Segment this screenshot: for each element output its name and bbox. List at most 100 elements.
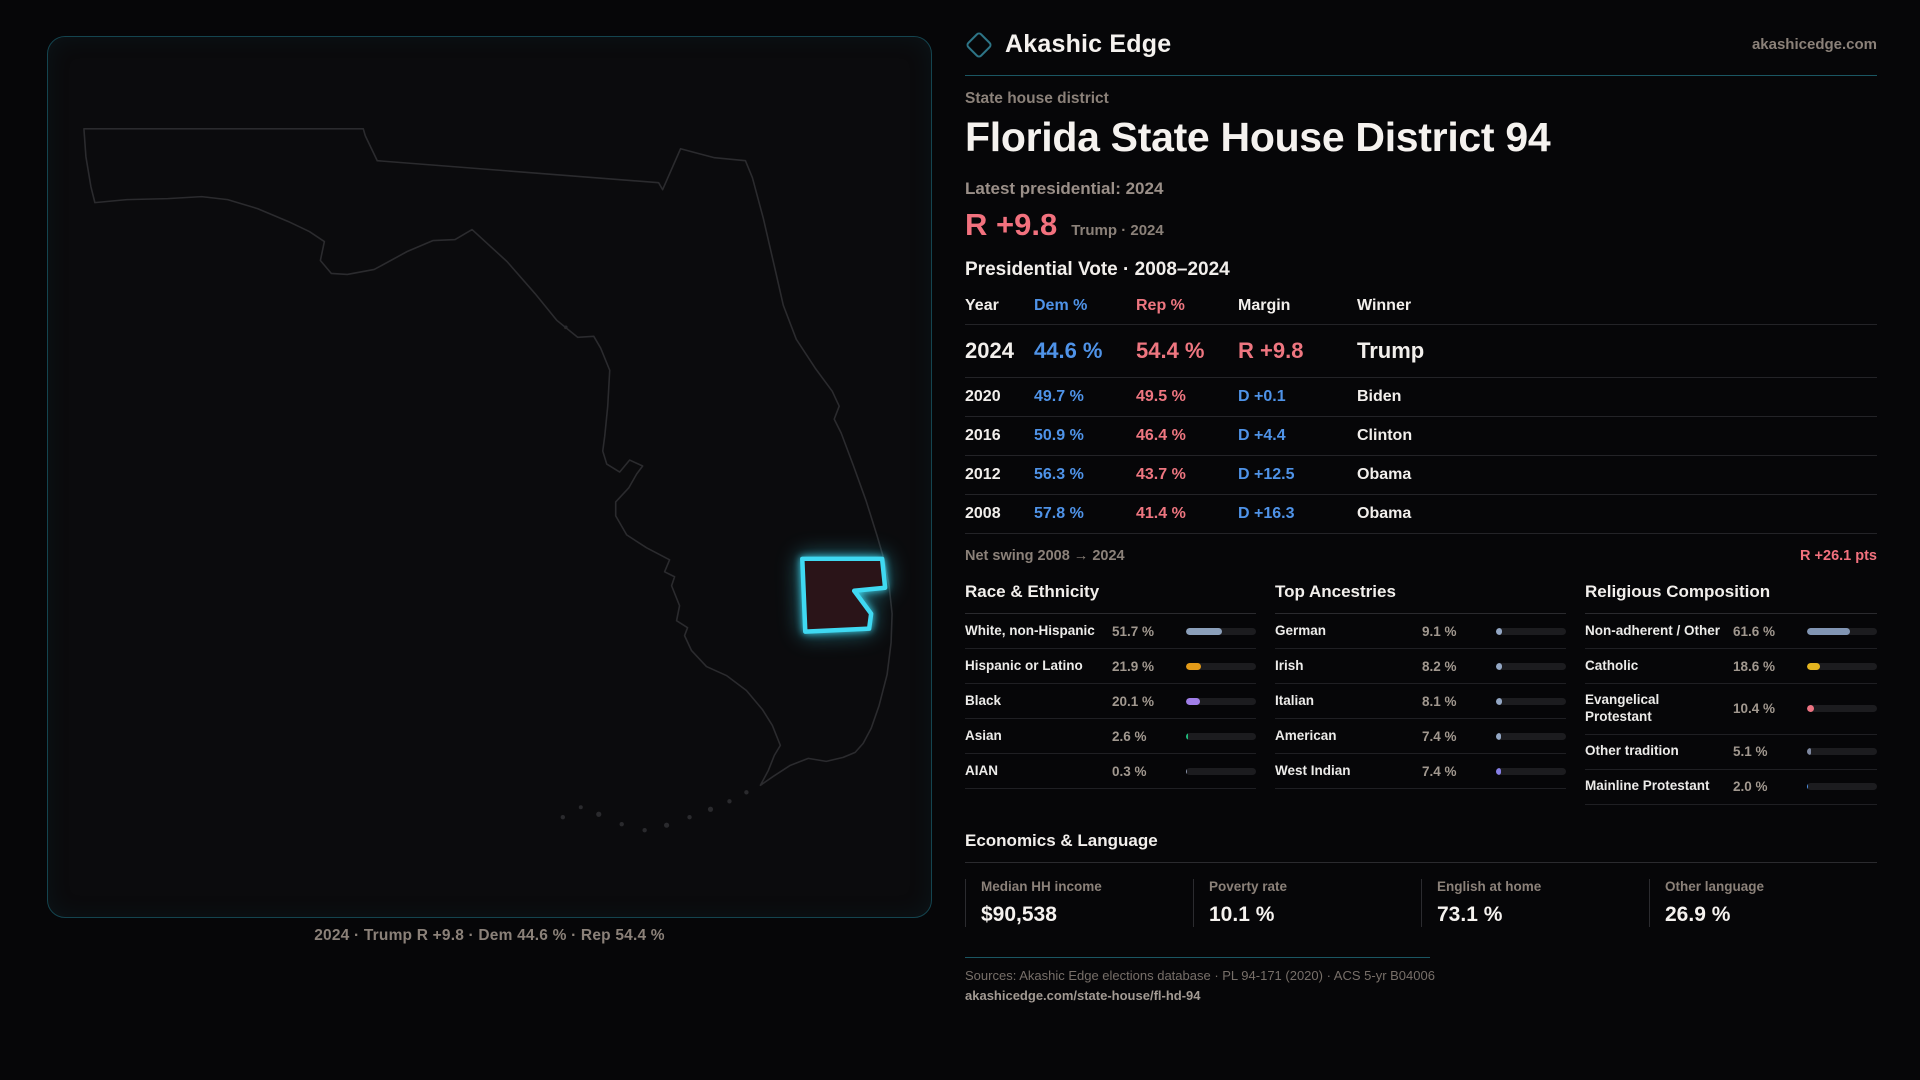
demo-value: 2.6 % bbox=[1112, 728, 1147, 744]
demo-value: 51.7 % bbox=[1112, 623, 1155, 639]
cell-rep: 46.4 % bbox=[1136, 427, 1186, 444]
race-row: Hispanic or Latino 21.9 % bbox=[965, 649, 1256, 684]
cell-margin: D +0.1 bbox=[1238, 388, 1286, 405]
demo-bar-track bbox=[1496, 662, 1566, 670]
cell-winner: Obama bbox=[1357, 466, 1412, 483]
cell-winner: Biden bbox=[1357, 388, 1402, 405]
column-header-year: Year bbox=[965, 297, 999, 314]
ancestries-row: Italian 8.1 % bbox=[1275, 684, 1566, 719]
economics-stat: Median HH income $90,538 bbox=[965, 878, 1193, 927]
table-row-2024: 2024 44.6 % 54.4 % R +9.8 Trump bbox=[965, 325, 1877, 378]
presidential-vote-table: Year Dem % Rep % Margin Winner 2024 44.6 % 54.… bbox=[965, 291, 1877, 534]
demo-bar-track bbox=[1496, 697, 1566, 705]
economics-stat: English at home 73.1 % bbox=[1421, 878, 1649, 927]
table-row-2012: 2012 56.3 % 43.7 % D +12.5 Obama bbox=[965, 456, 1877, 495]
race-section-title: Race & Ethnicity bbox=[965, 582, 1256, 614]
brand-name: Akashic Edge bbox=[1005, 30, 1172, 58]
demo-label: Asian bbox=[965, 727, 1002, 743]
demo-bar-fill bbox=[1496, 627, 1503, 635]
demo-bar-track bbox=[1807, 748, 1877, 756]
footer-sources: Sources: Akashic Edge elections database… bbox=[965, 967, 1435, 983]
cell-dem: 57.8 % bbox=[1034, 505, 1084, 522]
demo-value: 10.4 % bbox=[1733, 701, 1776, 717]
economics-stat: Other language 26.9 % bbox=[1649, 878, 1877, 927]
demo-value: 61.6 % bbox=[1733, 623, 1776, 639]
stat-label: English at home bbox=[1437, 878, 1542, 894]
demo-bar-fill bbox=[1186, 732, 1188, 740]
demo-bar-fill bbox=[1496, 662, 1502, 670]
cell-rep: 43.7 % bbox=[1136, 466, 1186, 483]
demo-label: West Indian bbox=[1275, 762, 1351, 778]
net-swing-value: R +26.1 pts bbox=[1800, 548, 1877, 564]
religion-row: Catholic 18.6 % bbox=[1585, 649, 1877, 684]
demo-value: 0.3 % bbox=[1112, 763, 1147, 779]
cell-rep: 54.4 % bbox=[1136, 338, 1205, 363]
race-row: Asian 2.6 % bbox=[965, 719, 1256, 754]
ancestries-row: American 7.4 % bbox=[1275, 719, 1566, 754]
religion-row: Non-adherent / Other 61.6 % bbox=[1585, 614, 1877, 649]
demo-bar-track bbox=[1186, 767, 1256, 775]
demo-bar-track bbox=[1807, 705, 1877, 713]
demo-value: 8.1 % bbox=[1422, 693, 1457, 709]
demo-bar-track bbox=[1496, 627, 1566, 635]
kicker: State house district bbox=[965, 90, 1109, 107]
district-94-shape[interactable] bbox=[800, 556, 888, 634]
cell-dem: 50.9 % bbox=[1034, 427, 1084, 444]
demo-label: Hispanic or Latino bbox=[965, 657, 1083, 673]
ancestries-section-title: Top Ancestries bbox=[1275, 582, 1566, 614]
demo-bar-fill bbox=[1186, 627, 1223, 635]
stat-value: 10.1 % bbox=[1209, 902, 1275, 926]
table-row-2016: 2016 50.9 % 46.4 % D +4.4 Clinton bbox=[965, 417, 1877, 456]
demo-bar-fill bbox=[1807, 627, 1851, 635]
economics-stat: Poverty rate 10.1 % bbox=[1193, 878, 1421, 927]
ancestries-row: German 9.1 % bbox=[1275, 614, 1566, 649]
net-swing-row: Net swing 2008 → 2024 R +26.1 pts bbox=[965, 548, 1877, 564]
race-row: White, non-Hispanic 51.7 % bbox=[965, 614, 1256, 649]
race-row: Black 20.1 % bbox=[965, 684, 1256, 719]
demo-bar-track bbox=[1186, 697, 1256, 705]
demo-value: 2.0 % bbox=[1733, 779, 1768, 795]
demo-label: AIAN bbox=[965, 762, 998, 778]
brand-domain-link[interactable]: akashicedge.com bbox=[1751, 36, 1877, 53]
map-caption: 2024 · Trump R +9.8 · Dem 44.6 % · Rep 5… bbox=[314, 927, 665, 944]
cell-dem: 56.3 % bbox=[1034, 466, 1084, 483]
demo-bar-track bbox=[1807, 662, 1877, 670]
cell-winner: Clinton bbox=[1357, 427, 1413, 444]
headline-margin-row: R +9.8 Trump · 2024 bbox=[965, 207, 1877, 243]
demo-label: American bbox=[1275, 727, 1337, 743]
demo-bar-fill bbox=[1186, 697, 1201, 705]
demo-label: Italian bbox=[1275, 692, 1315, 708]
religion-row: Other tradition 5.1 % bbox=[1585, 735, 1877, 770]
demo-bar-fill bbox=[1496, 697, 1502, 705]
demo-bar-track bbox=[1496, 767, 1566, 775]
footer-divider bbox=[965, 956, 1430, 958]
demo-bar-fill bbox=[1186, 662, 1202, 670]
brand-diamond-icon bbox=[964, 30, 994, 59]
demo-value: 21.9 % bbox=[1112, 658, 1155, 674]
footer-url-link[interactable]: akashicedge.com/state-house/fl-hd-94 bbox=[965, 987, 1201, 1003]
table-title: Presidential Vote · 2008–2024 bbox=[965, 259, 1230, 280]
ancestries-row: Irish 8.2 % bbox=[1275, 649, 1566, 684]
column-header-rep: Rep % bbox=[1136, 297, 1185, 314]
demo-value: 8.2 % bbox=[1422, 658, 1457, 674]
demo-value: 5.1 % bbox=[1733, 744, 1768, 760]
demo-label: White, non-Hispanic bbox=[965, 622, 1095, 638]
economics-section-title: Economics & Language bbox=[965, 831, 1877, 863]
demo-bar-track bbox=[1186, 662, 1256, 670]
demographics-section: Race & Ethnicity White, non-Hispanic 51.7… bbox=[965, 582, 1877, 805]
religion-column: Religious Composition Non-adherent / Oth… bbox=[1585, 582, 1877, 805]
demo-label: Other tradition bbox=[1585, 743, 1679, 759]
demo-label: Catholic bbox=[1585, 657, 1639, 673]
net-swing-label: Net swing 2008 → 2024 bbox=[965, 548, 1125, 564]
demo-label: Mainline Protestant bbox=[1585, 778, 1710, 794]
cell-margin: D +16.3 bbox=[1238, 505, 1295, 522]
demo-bar-track bbox=[1807, 783, 1877, 791]
state-map-panel bbox=[47, 36, 932, 918]
table-row-2020: 2020 49.7 % 49.5 % D +0.1 Biden bbox=[965, 378, 1877, 417]
cell-margin: R +9.8 bbox=[1238, 338, 1304, 363]
demo-label: Non-adherent / Other bbox=[1585, 622, 1721, 638]
demo-bar-fill bbox=[1807, 662, 1821, 670]
demo-bar-track bbox=[1186, 732, 1256, 740]
headline-sub: Trump · 2024 bbox=[1071, 222, 1164, 239]
demo-label: Irish bbox=[1275, 657, 1304, 673]
